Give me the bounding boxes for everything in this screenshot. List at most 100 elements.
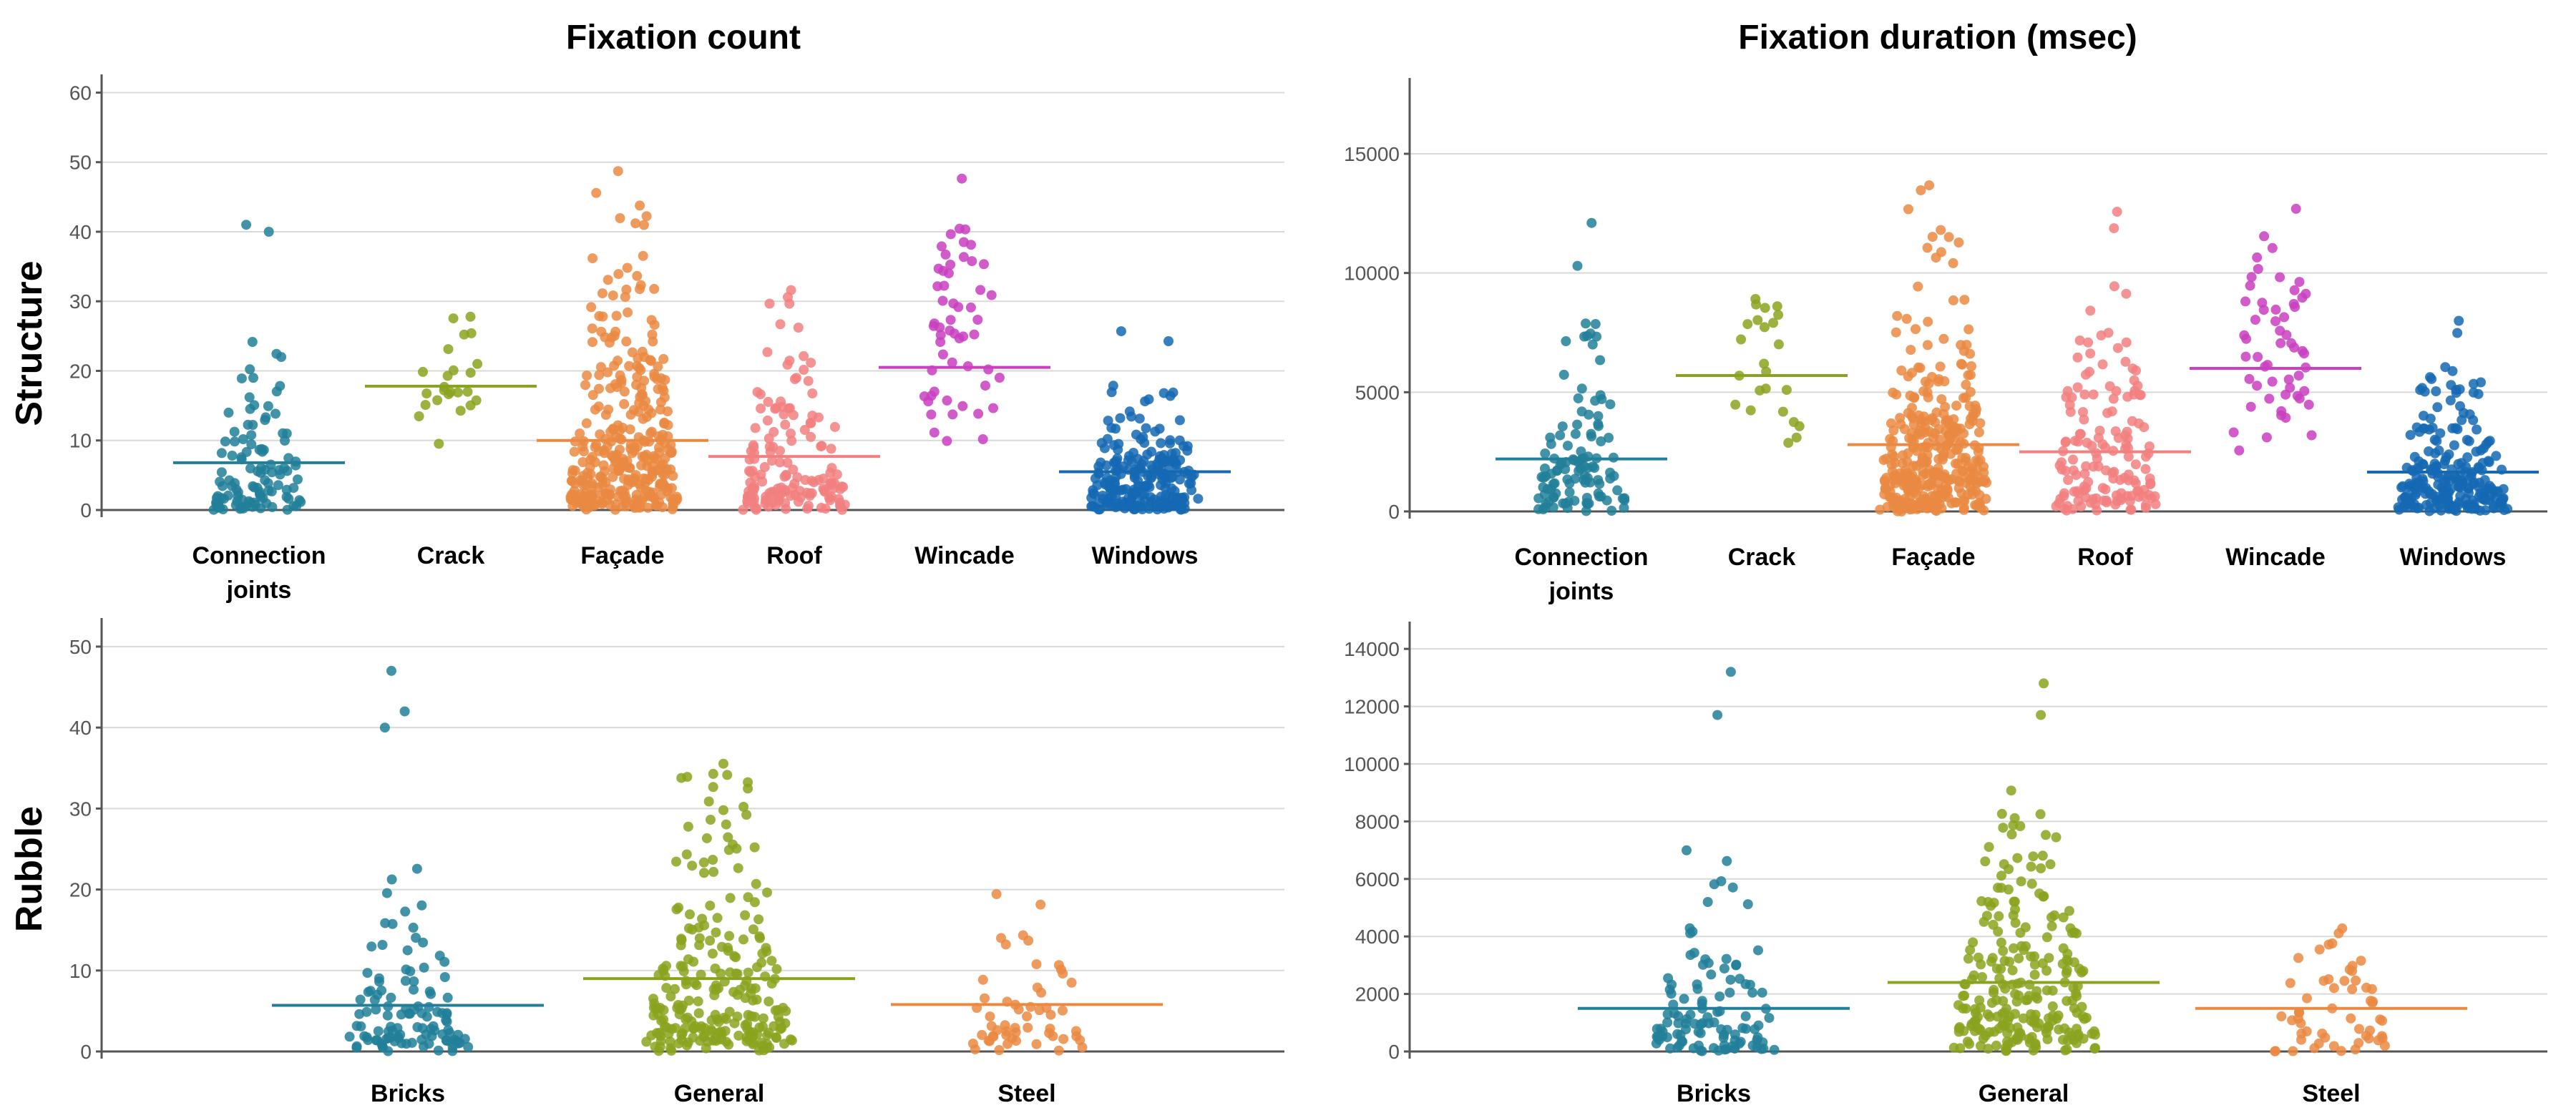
data-point	[1996, 963, 2006, 974]
data-point	[1998, 823, 2009, 833]
data-point	[587, 337, 597, 348]
data-point	[2101, 465, 2111, 476]
data-point	[2299, 348, 2309, 359]
data-point	[399, 706, 410, 717]
data-point	[1971, 486, 1981, 496]
data-point	[2057, 464, 2067, 475]
data-point	[1752, 1032, 1763, 1043]
data-point	[771, 963, 782, 974]
y-tick-label: 0	[80, 499, 92, 521]
data-point	[1753, 1020, 1764, 1031]
data-point	[2053, 1010, 2064, 1021]
data-point	[1675, 1029, 1686, 1040]
data-point	[1998, 979, 2008, 989]
data-point	[1722, 855, 1732, 866]
data-point	[2064, 906, 2074, 916]
data-point	[1655, 1024, 1666, 1034]
data-point	[698, 857, 709, 868]
data-point	[716, 941, 727, 952]
data-point	[1885, 433, 1896, 444]
data-point	[929, 427, 940, 438]
data-point	[1895, 413, 1906, 423]
data-point	[751, 504, 761, 515]
data-point	[2059, 488, 2069, 499]
data-point	[402, 945, 413, 956]
data-point	[1996, 808, 2007, 819]
data-point	[1673, 1011, 1684, 1021]
x-category-label: Bricks	[371, 1080, 445, 1107]
data-point	[235, 504, 245, 514]
data-point	[2112, 207, 2122, 217]
data-point	[586, 302, 597, 313]
data-point	[1930, 502, 1941, 513]
data-point	[443, 344, 454, 355]
data-point	[581, 418, 592, 428]
data-point	[1922, 340, 1933, 350]
data-point	[2068, 454, 2078, 465]
data-point	[1141, 423, 1151, 433]
data-point	[712, 913, 723, 923]
data-point	[942, 436, 952, 446]
data-point	[1998, 946, 2009, 956]
data-point	[685, 909, 695, 920]
data-point	[2270, 304, 2281, 315]
category-crack: Crack	[1676, 294, 1848, 571]
category-steel: Steel	[2195, 923, 2467, 1107]
data-point	[412, 1022, 423, 1032]
data-point	[725, 967, 736, 978]
data-point	[1163, 336, 1174, 346]
data-point	[805, 418, 816, 428]
data-point	[2279, 312, 2290, 323]
data-point	[632, 270, 643, 281]
data-point	[923, 396, 934, 407]
data-point	[784, 403, 794, 413]
data-point	[570, 465, 580, 476]
data-point	[587, 253, 598, 264]
data-point	[937, 349, 948, 360]
data-point	[1966, 1019, 1977, 1029]
data-point	[977, 434, 988, 444]
panel-rubble-duration: 0 2000 4000 6000 8000 10000 12000 14000 Bricks Ge…	[1344, 622, 2547, 1107]
data-point	[2085, 348, 2096, 359]
data-point	[1764, 1013, 1775, 1024]
data-point	[1958, 345, 1969, 356]
data-point	[804, 490, 815, 501]
data-point	[958, 237, 969, 247]
data-point	[434, 438, 444, 449]
data-point	[1119, 503, 1130, 514]
data-point	[751, 994, 762, 1005]
data-point	[1958, 428, 1969, 438]
data-point	[2437, 493, 2448, 504]
data-point	[1729, 1043, 1740, 1054]
data-point	[2361, 1031, 2371, 1041]
data-point	[696, 969, 706, 980]
data-point	[649, 320, 660, 330]
data-point	[708, 866, 719, 877]
data-point	[782, 457, 793, 468]
data-point	[665, 464, 676, 475]
data-point	[405, 966, 416, 976]
category-roof: Roof	[708, 285, 880, 569]
data-point	[1965, 370, 1976, 381]
data-point	[2062, 501, 2073, 511]
data-point	[670, 984, 680, 994]
data-point	[2436, 505, 2446, 516]
data-point	[275, 469, 286, 480]
data-point	[1546, 438, 1556, 449]
data-point	[733, 1030, 744, 1041]
data-point	[1992, 1011, 2003, 1022]
data-point	[661, 983, 672, 994]
data-point	[1948, 421, 1959, 432]
data-point	[718, 758, 728, 769]
data-point	[2135, 390, 2145, 401]
data-point	[1896, 366, 1907, 376]
data-point	[1086, 501, 1097, 511]
data-point	[416, 1008, 427, 1019]
data-point	[569, 446, 580, 457]
data-point	[372, 1035, 383, 1046]
data-point	[2453, 499, 2464, 510]
data-point	[355, 994, 366, 1005]
data-point	[761, 1043, 772, 1054]
data-point	[1951, 469, 1962, 479]
data-point	[283, 494, 294, 504]
